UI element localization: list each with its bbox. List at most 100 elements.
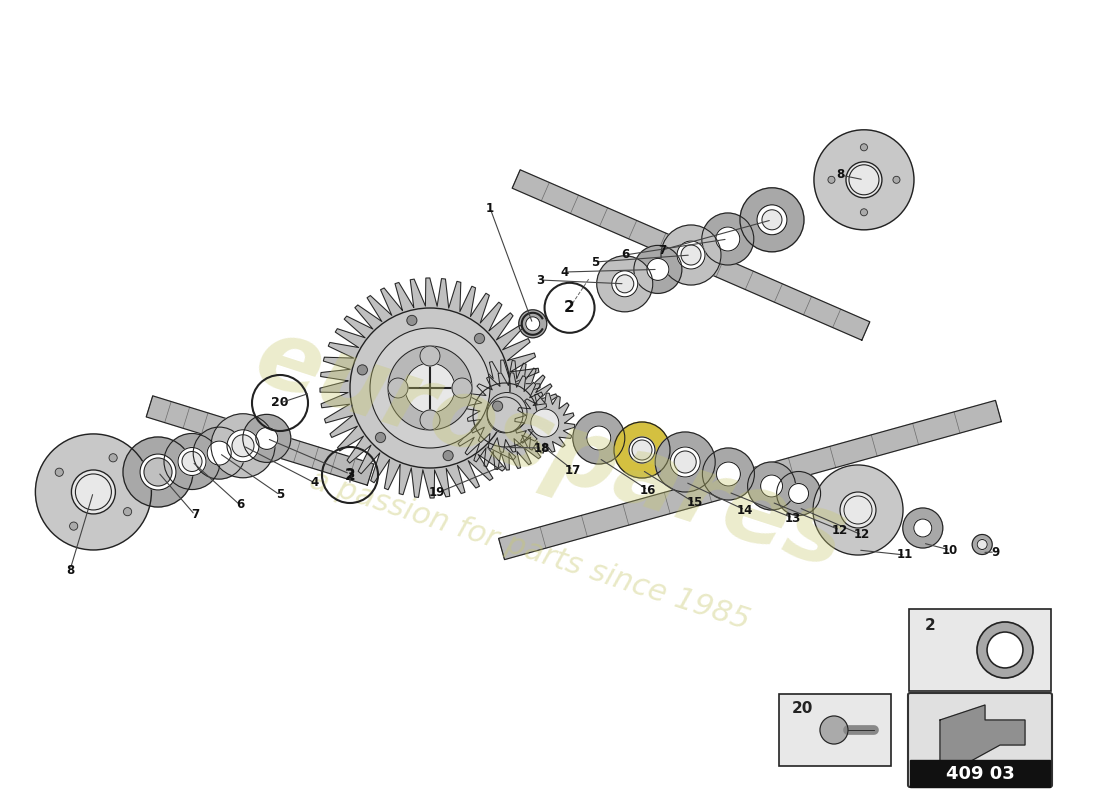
Polygon shape xyxy=(515,393,575,453)
Circle shape xyxy=(370,328,490,448)
Circle shape xyxy=(614,422,670,478)
Polygon shape xyxy=(513,170,870,340)
Circle shape xyxy=(573,412,625,464)
Circle shape xyxy=(144,458,172,486)
Circle shape xyxy=(358,365,367,375)
Circle shape xyxy=(519,310,547,338)
Circle shape xyxy=(903,508,943,548)
Text: 4: 4 xyxy=(311,477,319,490)
Text: 2: 2 xyxy=(564,300,575,315)
FancyBboxPatch shape xyxy=(779,694,891,766)
Text: 17: 17 xyxy=(565,463,581,477)
Polygon shape xyxy=(940,705,1025,767)
Text: 3: 3 xyxy=(345,467,354,481)
Circle shape xyxy=(207,441,231,465)
Circle shape xyxy=(661,225,721,285)
Circle shape xyxy=(612,270,638,297)
Circle shape xyxy=(674,451,696,473)
Circle shape xyxy=(814,130,914,230)
Circle shape xyxy=(656,432,715,492)
Circle shape xyxy=(828,176,835,183)
Circle shape xyxy=(232,434,254,457)
Circle shape xyxy=(243,414,290,462)
Circle shape xyxy=(473,383,537,447)
Circle shape xyxy=(740,188,804,252)
Circle shape xyxy=(789,483,808,503)
Circle shape xyxy=(760,475,782,497)
Circle shape xyxy=(72,470,116,514)
Circle shape xyxy=(616,274,634,293)
Text: 15: 15 xyxy=(686,497,703,510)
Text: 3: 3 xyxy=(536,274,544,286)
Circle shape xyxy=(69,522,78,530)
Circle shape xyxy=(194,427,245,479)
Text: 16: 16 xyxy=(640,483,657,497)
Circle shape xyxy=(632,440,652,460)
Circle shape xyxy=(597,256,652,312)
Circle shape xyxy=(164,434,220,490)
Circle shape xyxy=(140,454,176,490)
Circle shape xyxy=(76,474,111,510)
Text: 20: 20 xyxy=(272,397,288,410)
Circle shape xyxy=(256,427,278,450)
Text: 12: 12 xyxy=(832,523,848,537)
Circle shape xyxy=(681,245,701,265)
Circle shape xyxy=(55,468,64,476)
Circle shape xyxy=(420,410,440,430)
Circle shape xyxy=(388,378,408,398)
Text: 10: 10 xyxy=(942,543,958,557)
Text: 18: 18 xyxy=(534,442,550,454)
Circle shape xyxy=(123,508,132,516)
Text: 11: 11 xyxy=(896,549,913,562)
Text: 7: 7 xyxy=(658,243,667,257)
Circle shape xyxy=(813,465,903,555)
Text: 6: 6 xyxy=(620,249,629,262)
Polygon shape xyxy=(146,396,374,485)
Text: 8: 8 xyxy=(836,169,844,182)
Text: 2: 2 xyxy=(344,467,355,482)
Circle shape xyxy=(629,437,654,463)
Polygon shape xyxy=(320,278,540,498)
Circle shape xyxy=(893,176,900,183)
Polygon shape xyxy=(498,401,1001,559)
Circle shape xyxy=(972,534,992,554)
Circle shape xyxy=(227,430,258,462)
Circle shape xyxy=(977,622,1033,678)
Circle shape xyxy=(487,397,522,433)
Text: 19: 19 xyxy=(429,486,446,499)
Circle shape xyxy=(846,162,882,198)
Circle shape xyxy=(388,346,472,430)
Circle shape xyxy=(123,437,192,507)
Circle shape xyxy=(840,492,876,528)
Circle shape xyxy=(182,451,202,471)
Circle shape xyxy=(849,165,879,194)
Circle shape xyxy=(420,346,440,366)
Text: 2: 2 xyxy=(925,618,936,633)
Circle shape xyxy=(526,317,540,331)
Circle shape xyxy=(443,450,453,461)
Text: 6: 6 xyxy=(235,498,244,511)
Circle shape xyxy=(777,471,821,515)
Bar xyxy=(910,760,1050,787)
Circle shape xyxy=(703,448,755,500)
Text: 4: 4 xyxy=(561,266,569,278)
Circle shape xyxy=(487,393,527,433)
FancyBboxPatch shape xyxy=(908,693,1052,787)
Text: 5: 5 xyxy=(276,489,284,502)
Circle shape xyxy=(762,210,782,230)
Polygon shape xyxy=(450,360,560,470)
Circle shape xyxy=(452,378,472,398)
Polygon shape xyxy=(468,373,547,452)
Circle shape xyxy=(716,227,740,251)
Circle shape xyxy=(676,241,705,269)
Text: 13: 13 xyxy=(785,511,801,525)
Text: 7: 7 xyxy=(191,509,199,522)
Circle shape xyxy=(914,519,932,537)
Circle shape xyxy=(493,401,503,411)
Text: eurospares: eurospares xyxy=(243,310,857,590)
Text: 5: 5 xyxy=(591,255,600,269)
Text: 9: 9 xyxy=(991,546,999,558)
Text: a passion for parts since 1985: a passion for parts since 1985 xyxy=(306,465,754,635)
Circle shape xyxy=(647,258,669,280)
Text: 8: 8 xyxy=(66,563,74,577)
